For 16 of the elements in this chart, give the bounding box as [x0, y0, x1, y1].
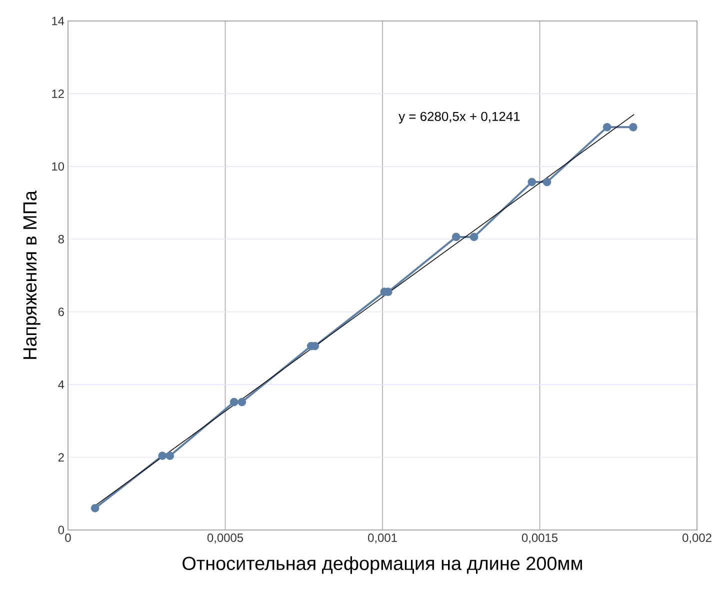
x-tick-label: 0,0005	[207, 534, 244, 544]
x-axis-title: Относительная деформация на длине 200мм	[182, 556, 582, 574]
y-tick-label: 12	[52, 90, 64, 98]
y-tick-label: 2	[58, 453, 64, 462]
annotation: y = 6280,5x + 0,1241	[398, 112, 520, 124]
y-tick-label: 8	[58, 234, 64, 244]
x-tick-label: 0,002	[682, 534, 712, 544]
y-tick-label: 4	[58, 380, 64, 389]
y-tick-label: 10	[52, 162, 64, 171]
x-tick-label: 0,0015	[522, 534, 558, 544]
y-tick-label: 14	[52, 16, 64, 26]
x-tick-label: 0,001	[368, 534, 397, 544]
y-tick-label: 6	[58, 308, 64, 316]
y-axis-title: Напряжения в МПа	[23, 190, 40, 359]
y-tick-label: 0	[58, 526, 64, 534]
x-tick-label: 0	[65, 534, 71, 542]
